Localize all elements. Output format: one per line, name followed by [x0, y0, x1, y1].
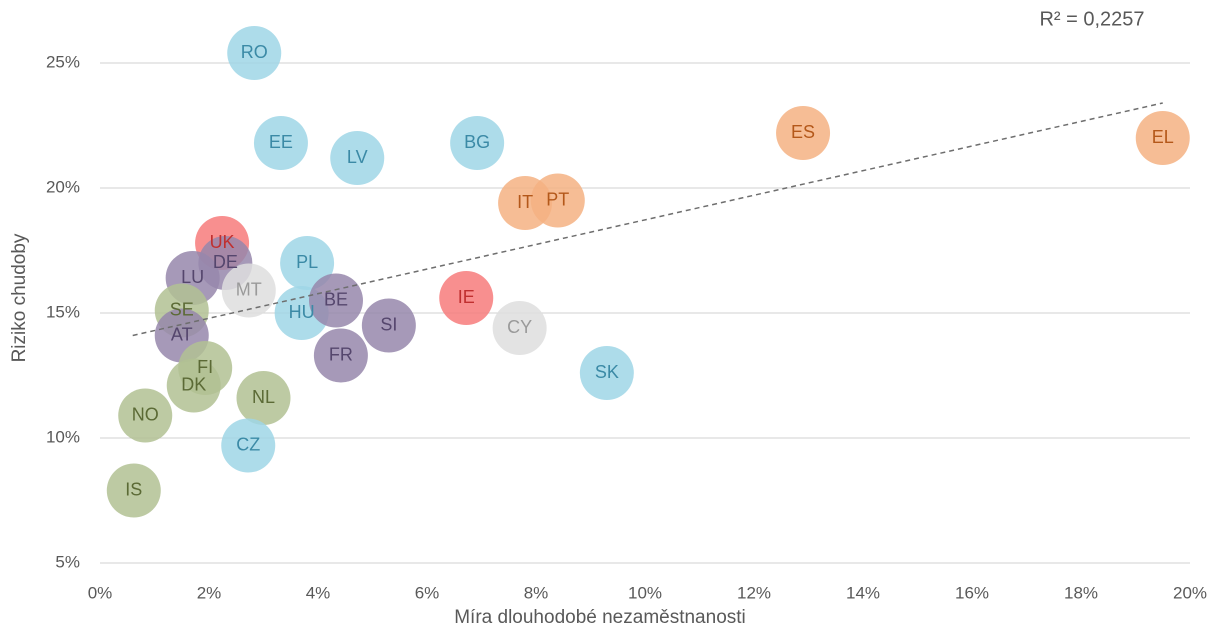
bubble-label: BG — [464, 132, 490, 152]
x-tick-label: 0% — [88, 583, 113, 602]
bubble — [330, 131, 385, 185]
bubble-label: DE — [213, 252, 238, 272]
bubble-label: EL — [1152, 127, 1174, 147]
bubble — [253, 116, 308, 170]
bubble — [313, 328, 368, 383]
bubble — [308, 273, 363, 328]
x-tick-label: 2% — [197, 583, 222, 602]
y-tick-label: 10% — [46, 427, 80, 446]
bubble — [166, 358, 221, 413]
bubble — [118, 388, 173, 443]
bubble-label: MT — [236, 279, 262, 299]
y-tick-label: 25% — [46, 52, 80, 71]
bubble-label: BE — [324, 289, 348, 309]
y-tick-label: 20% — [46, 177, 80, 196]
bubble-label: DK — [181, 374, 206, 394]
bubble-label: UK — [210, 232, 235, 252]
r-squared: R² = 0,2257 — [1039, 8, 1144, 30]
bubble-label: PL — [296, 252, 318, 272]
bubble — [221, 263, 276, 318]
bubble — [236, 371, 291, 425]
bubble — [1135, 111, 1190, 165]
bubble — [361, 298, 416, 353]
bubble-label: FI — [197, 357, 213, 377]
trendline — [132, 102, 1163, 337]
bubble-label: IE — [458, 287, 475, 307]
bubble-label: SE — [170, 299, 194, 319]
bubble — [106, 463, 161, 518]
x-tick-label: 20% — [1173, 583, 1207, 602]
bubble — [579, 346, 634, 400]
bubble-label: CZ — [236, 434, 260, 454]
bubble-label: CY — [507, 317, 532, 337]
bubble-label: LU — [181, 267, 204, 287]
bubble-label: SK — [595, 362, 619, 382]
bubble-label: LV — [347, 147, 368, 167]
x-tick-label: 8% — [524, 583, 549, 602]
x-tick-label: 4% — [306, 583, 331, 602]
bubble — [227, 26, 282, 80]
x-tick-label: 10% — [628, 583, 662, 602]
bubble-label: NO — [132, 404, 159, 424]
y-tick-label: 15% — [46, 302, 80, 321]
x-axis-title: Míra dlouhodobé nezaměstnanosti — [454, 607, 746, 628]
bubble-label: SI — [380, 314, 397, 334]
bubble — [439, 271, 494, 325]
bubble — [221, 418, 276, 473]
bubble-label: ES — [791, 122, 815, 142]
bubble-label: IS — [125, 479, 142, 499]
bubble — [280, 236, 335, 290]
y-tick-label: 5% — [55, 552, 80, 571]
bubble — [776, 106, 831, 160]
bubble-label: PT — [546, 189, 569, 209]
bubble — [530, 173, 585, 228]
x-tick-label: 16% — [955, 583, 989, 602]
bubble-label: FR — [329, 344, 353, 364]
bubble-label: HU — [289, 302, 315, 322]
x-tick-label: 18% — [1064, 583, 1098, 602]
bubble-label: IT — [517, 192, 533, 212]
bubble-label: AT — [171, 324, 193, 344]
bubble — [450, 116, 505, 170]
bubble-label: RO — [241, 42, 268, 62]
x-tick-label: 6% — [415, 583, 440, 602]
x-tick-label: 12% — [737, 583, 771, 602]
bubble-label: EE — [269, 132, 293, 152]
bubble-label: NL — [252, 387, 275, 407]
bubble — [492, 301, 547, 355]
x-tick-label: 14% — [846, 583, 880, 602]
y-axis-title: Riziko chudoby — [9, 233, 30, 362]
